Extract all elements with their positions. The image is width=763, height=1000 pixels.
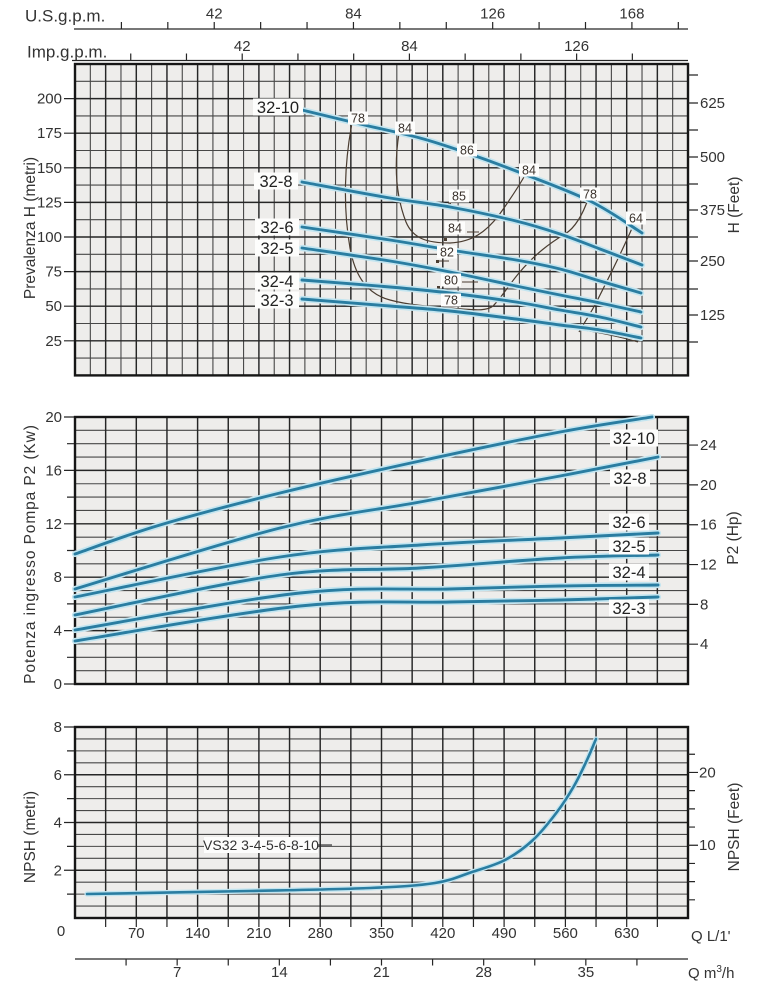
svg-text:Potenza ingresso Pompa P2 (Kw): Potenza ingresso Pompa P2 (Kw) [22,424,39,684]
svg-text:175: 175 [37,125,62,142]
svg-text:35: 35 [577,964,594,981]
svg-text:6: 6 [54,767,62,784]
svg-text:84: 84 [345,6,362,23]
svg-text:32-6: 32-6 [260,219,293,237]
svg-text:20: 20 [699,764,716,781]
svg-text:84: 84 [522,163,536,177]
svg-text:0: 0 [54,676,62,693]
svg-text:Q m3/h: Q m3/h [688,964,734,982]
svg-text:70: 70 [128,925,145,942]
svg-text:32-8: 32-8 [259,173,292,191]
svg-text:84: 84 [401,38,418,55]
svg-text:32-10: 32-10 [257,99,299,117]
svg-text:625: 625 [700,95,725,112]
svg-text:200: 200 [37,91,62,108]
svg-text:12: 12 [45,516,62,533]
svg-text:32-3: 32-3 [260,292,293,310]
svg-text:21: 21 [373,964,390,981]
svg-text:500: 500 [700,149,725,166]
svg-text:100: 100 [37,229,62,246]
svg-text:42: 42 [234,38,251,55]
svg-text:H (Feet): H (Feet) [726,177,743,234]
svg-text:168: 168 [619,6,644,23]
svg-text:P2 (Hp): P2 (Hp) [725,511,742,564]
svg-text:85: 85 [452,189,466,203]
svg-text:150: 150 [37,160,62,177]
svg-text:420: 420 [430,925,455,942]
svg-text:210: 210 [246,925,271,942]
svg-text:140: 140 [185,925,210,942]
svg-text:10: 10 [699,837,716,854]
svg-text:NPSH (Feet): NPSH (Feet) [726,783,743,872]
svg-text:280: 280 [308,925,333,942]
svg-text:16: 16 [45,462,62,479]
svg-text:125: 125 [37,194,62,211]
svg-text:20: 20 [45,409,62,426]
svg-text:Q L/1': Q L/1' [691,928,731,945]
svg-text:490: 490 [492,925,517,942]
svg-text:64: 64 [629,211,643,225]
svg-text:4: 4 [54,815,62,832]
svg-text:78: 78 [351,111,365,125]
svg-text:8: 8 [54,569,62,586]
svg-text:7: 7 [173,964,181,981]
svg-text:84: 84 [398,121,412,135]
svg-text:126: 126 [564,38,589,55]
svg-text:12: 12 [700,557,717,574]
svg-text:20: 20 [700,477,717,494]
svg-text:32-10: 32-10 [613,430,655,448]
svg-text:78: 78 [583,187,597,201]
svg-text:126: 126 [480,6,505,23]
svg-text:24: 24 [700,437,717,454]
svg-text:8: 8 [700,596,708,613]
svg-text:350: 350 [369,925,394,942]
svg-text:32-5: 32-5 [260,240,293,258]
svg-text:8: 8 [54,719,62,736]
svg-text:16: 16 [700,517,717,534]
svg-text:Prevalenza H (metri): Prevalenza H (metri) [22,157,39,299]
svg-text:NPSH (metri): NPSH (metri) [22,791,39,883]
svg-text:630: 630 [614,925,639,942]
svg-text:250: 250 [700,253,725,270]
svg-text:32-4: 32-4 [260,273,293,291]
svg-text:32-5: 32-5 [612,538,645,556]
svg-text:80: 80 [444,273,458,287]
svg-text:32-8: 32-8 [613,470,646,488]
svg-text:50: 50 [45,298,62,315]
svg-text:86: 86 [460,143,474,157]
svg-text:78: 78 [444,293,458,307]
svg-text:84: 84 [448,221,462,235]
svg-text:375: 375 [700,202,725,219]
svg-text:U.S.g.p.m.: U.S.g.p.m. [25,7,105,26]
svg-text:32-4: 32-4 [612,564,645,582]
svg-text:75: 75 [45,264,62,281]
svg-text:2: 2 [54,862,62,879]
svg-text:42: 42 [206,6,223,23]
svg-text:32-6: 32-6 [612,514,645,532]
svg-text:4: 4 [54,623,62,640]
svg-text:14: 14 [271,964,288,981]
svg-text:32-3: 32-3 [612,600,645,618]
svg-text:28: 28 [475,964,492,981]
svg-text:25: 25 [45,333,62,350]
svg-text:VS32 3-4-5-6-8-10: VS32 3-4-5-6-8-10 [203,837,319,853]
svg-text:Imp.g.p.m.: Imp.g.p.m. [27,43,107,62]
svg-text:0: 0 [57,923,65,940]
svg-text:82: 82 [440,245,454,259]
svg-text:4: 4 [700,636,708,653]
svg-text:560: 560 [553,925,578,942]
svg-text:125: 125 [700,307,725,324]
